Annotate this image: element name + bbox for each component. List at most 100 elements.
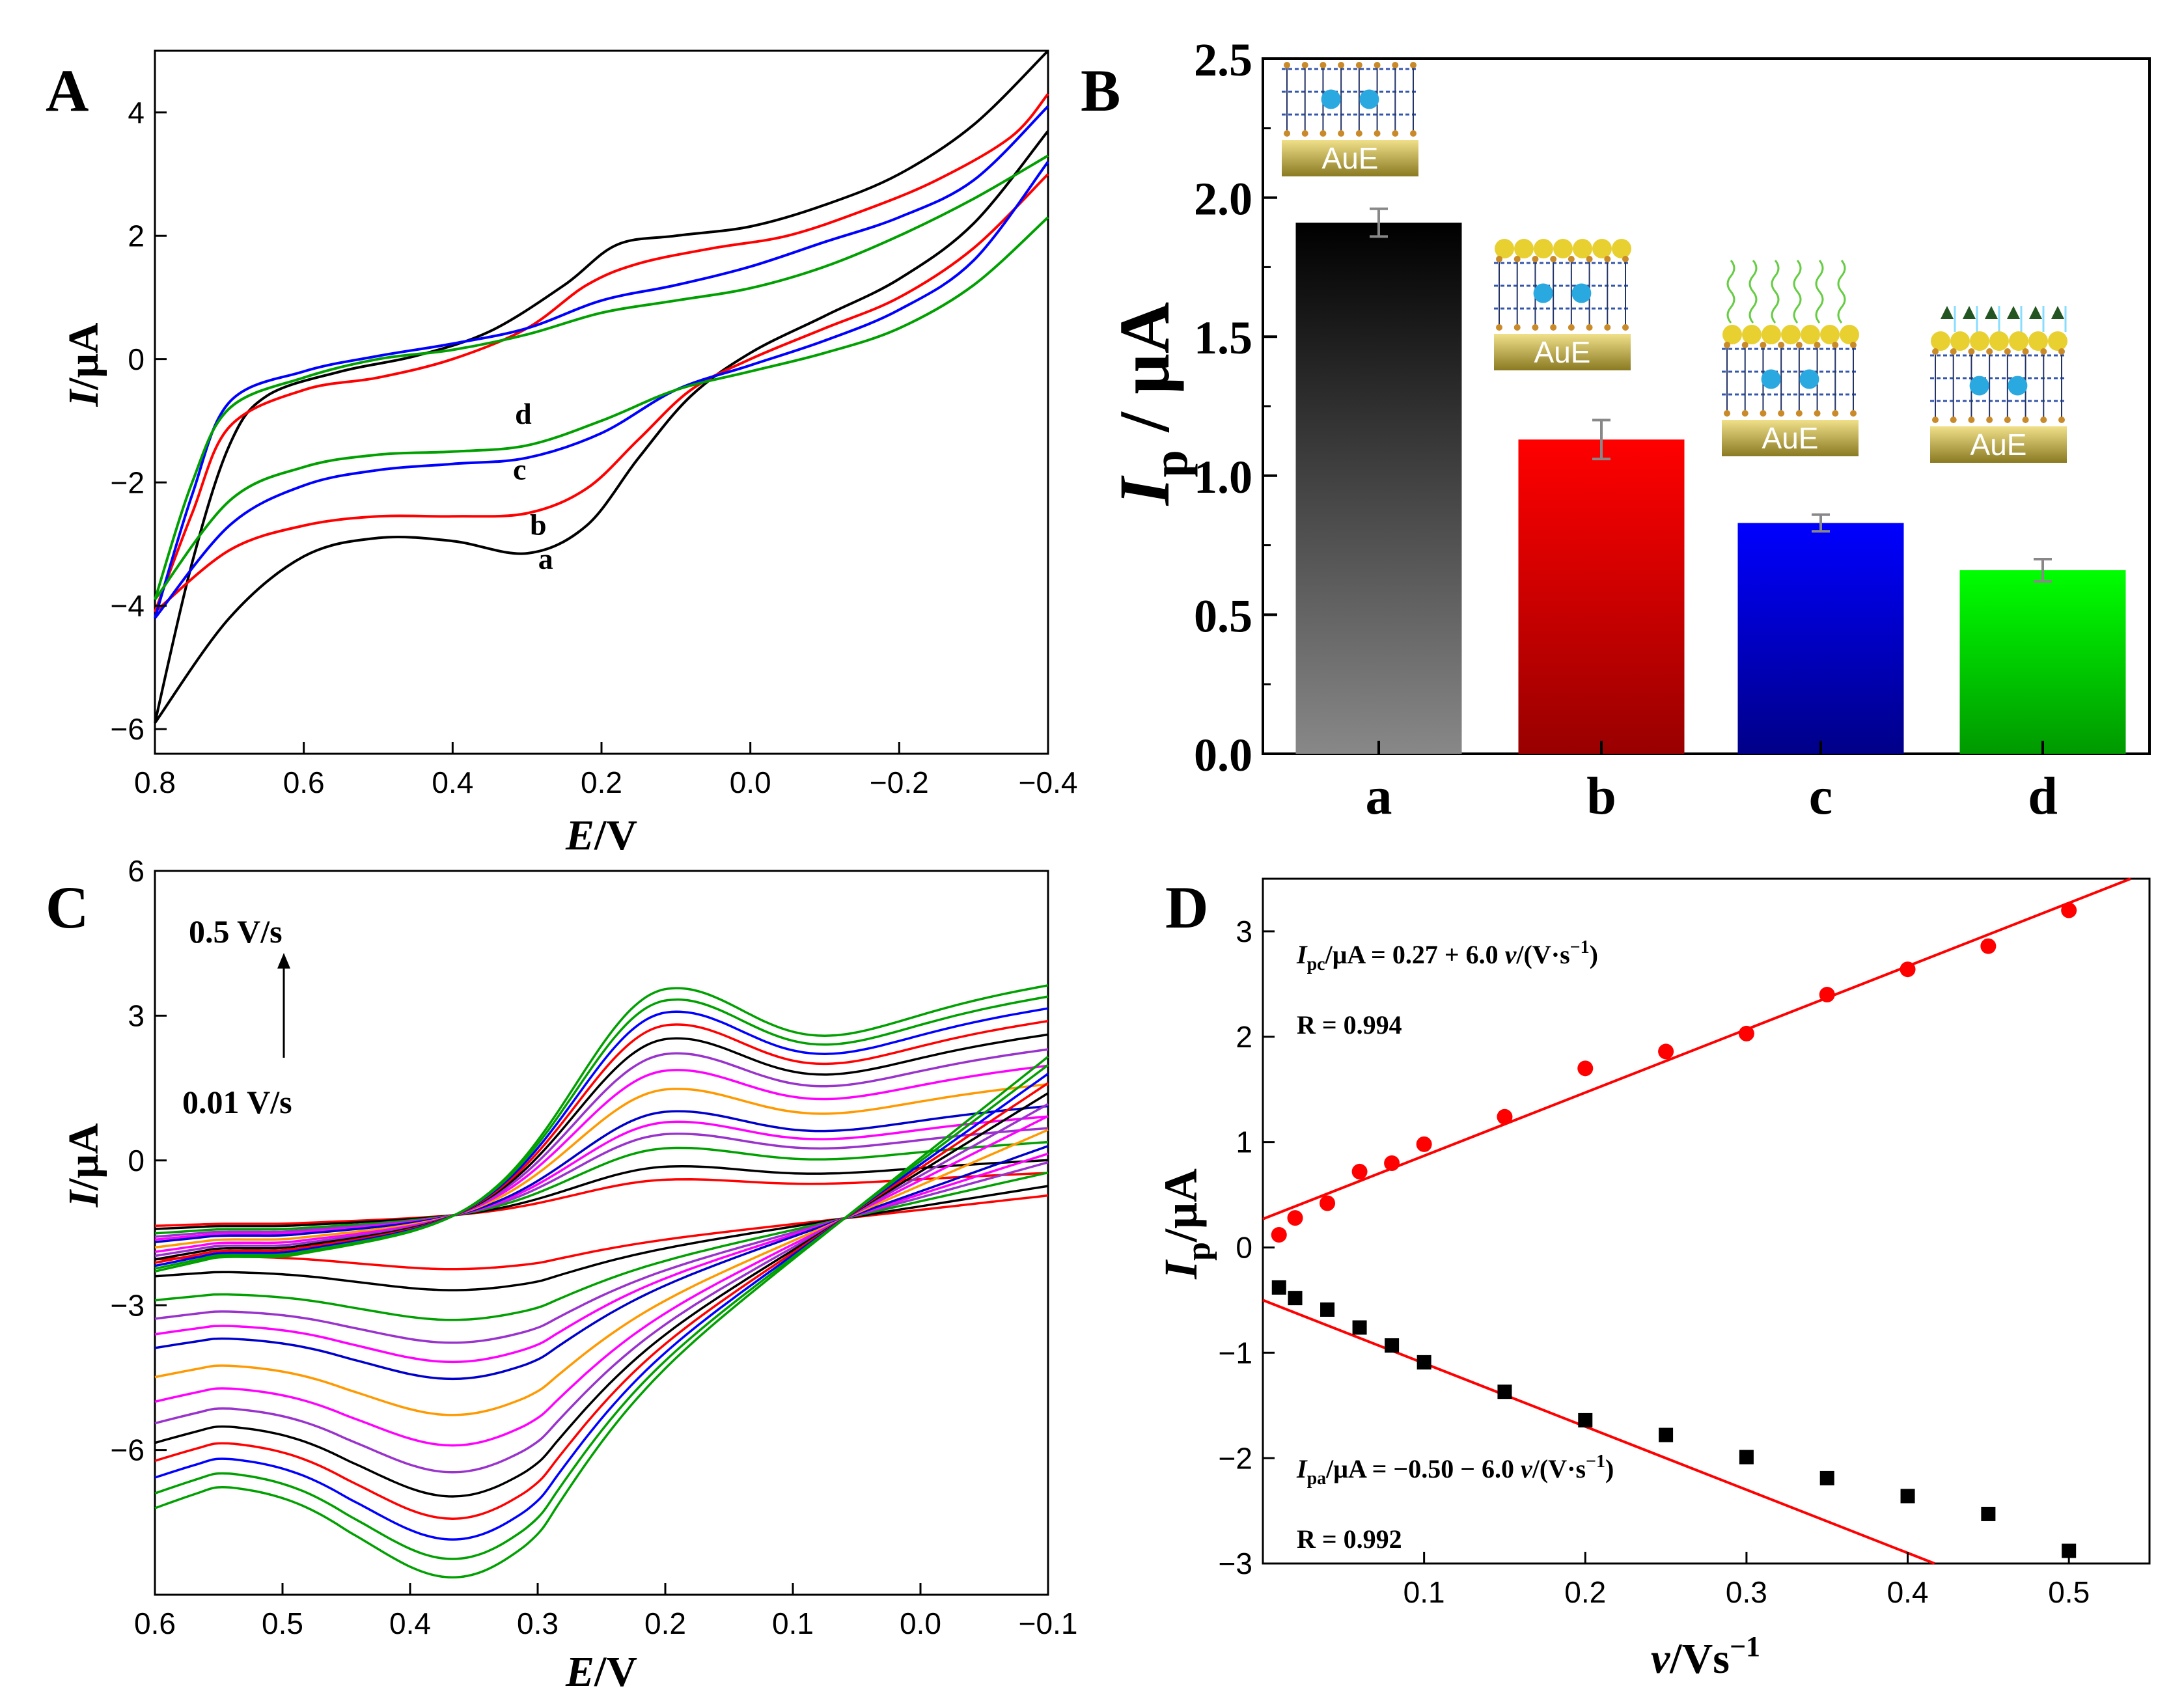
- panel-b-mof-linker-dot: [1932, 348, 1939, 355]
- panel-c-annotation-bottom: 0.01 V/s: [182, 1084, 292, 1120]
- panel-d-x-tick-label: 0.3: [1726, 1575, 1767, 1609]
- panel-b-mof-linker-dot: [1532, 256, 1539, 262]
- panel-a-y-tick-label: 4: [128, 96, 145, 130]
- panel-b-target-icon: [2029, 306, 2042, 319]
- panel-d-y-tick-label: 3: [1236, 915, 1252, 948]
- panel-b-mof-linker-dot: [1568, 324, 1575, 331]
- panel-d-point-Ipa: [1659, 1427, 1674, 1442]
- panel-d-point-Ipa: [1497, 1384, 1512, 1399]
- panel-c-curve-forward-0.06: [154, 1127, 1049, 1238]
- panel-b-aunp-icon: [1801, 325, 1820, 344]
- panel-b-mof-linker-dot: [1496, 324, 1502, 331]
- panel-b-mof-linker-dot: [1550, 256, 1557, 262]
- panel-d-r1: R = 0.994: [1297, 1010, 1402, 1040]
- panel-b-mof-linker-dot: [1284, 130, 1290, 137]
- panel-b-mof-linker-dot: [1850, 410, 1857, 417]
- panel-b-mof-linker-dot: [1338, 62, 1345, 68]
- panel-d-x-tick-label: 0.1: [1403, 1575, 1445, 1609]
- panel-b-y-tick-label: 2.5: [1194, 34, 1252, 86]
- panel-b-y-tick-label: 1.0: [1194, 451, 1252, 503]
- panel-b-mof-linker-dot: [1724, 410, 1730, 417]
- panel-b-mof-linker-dot: [1795, 410, 1803, 417]
- panel-c-x-tick-label: 0.3: [517, 1606, 559, 1640]
- panel-b-electrode-icon-d: AuE: [1930, 306, 2067, 463]
- panel-d-point-Ipc: [1287, 1210, 1303, 1226]
- panel-b-mof-linker-dot: [1832, 342, 1839, 348]
- panel-d-point-Ipc: [2061, 902, 2077, 918]
- panel-b-mof-linker-dot: [1986, 348, 1993, 355]
- panel-a-y-tick-label: 2: [128, 219, 145, 253]
- panel-d-point-Ipa: [1819, 1470, 1834, 1485]
- panel-c-curve-reverse-0.4: [154, 1073, 1049, 1541]
- panel-b-mof-metal-node: [1761, 369, 1781, 389]
- panel-c-curve-reverse-0.06: [154, 1161, 1049, 1344]
- panel-d-point-Ipc: [1577, 1060, 1594, 1077]
- panel-d-point-Ipc: [1384, 1155, 1400, 1171]
- panel-d-y-tick-label: −2: [1219, 1441, 1252, 1475]
- panel-c-y-tick-label: 3: [128, 999, 145, 1033]
- panel-c-curve-forward-0.1: [154, 1105, 1049, 1243]
- panel-b-electrode-label: AuE: [1534, 335, 1591, 369]
- panel-b-electrode-label: AuE: [1762, 421, 1819, 455]
- panel-c-curve-reverse-0.04: [154, 1171, 1049, 1321]
- panel-b-mof-linker-dot: [1392, 130, 1399, 137]
- panel-a-curve-d-forward: [154, 154, 1049, 600]
- panel-d-point-Ipc: [1351, 1163, 1368, 1179]
- panel-b-y-tick-label: 0.0: [1194, 729, 1252, 781]
- panel-b-mof-linker-dot: [1832, 410, 1839, 417]
- panel-b-electrode-label: AuE: [1322, 141, 1379, 175]
- panel-d-x-tick-label: 0.5: [2048, 1575, 2090, 1609]
- panel-c-y-tick-label: 0: [128, 1144, 145, 1178]
- panel-a-x-tick-label: −0.4: [1019, 765, 1078, 799]
- panel-b-mof-linker-dot: [2040, 417, 2047, 423]
- panel-a-y-tick-label: −4: [111, 589, 145, 623]
- panel-b-mof-linker-dot: [1586, 256, 1593, 262]
- panel-b-aunp-icon: [1495, 239, 1514, 258]
- panel-c-cv-scan-rate-chart: 0.6 0.5 0.4 0.3 0.2 0.1 0.0 −0.1 6 3 0 −3 −6 0.5 V/s…: [60, 854, 1077, 1696]
- panel-b-bar-a: [1295, 223, 1462, 754]
- panel-b-mof-linker-dot: [2040, 348, 2047, 355]
- panel-b-mof-linker-dot: [1604, 324, 1611, 331]
- panel-d-y-axis-label: Ip/μA: [1155, 1168, 1217, 1280]
- panel-b-aunp-icon: [1931, 331, 1950, 351]
- panel-c-curve-reverse-0.25: [154, 1103, 1049, 1474]
- panel-b-mof-linker-dot: [1850, 342, 1857, 348]
- panel-b-dna-strand-icon: [1726, 260, 1735, 324]
- panel-b-dna-strand-icon: [1771, 260, 1780, 324]
- panel-c-curve-forward-0.2: [154, 1064, 1049, 1254]
- panel-d-scatter-chart: 0.1 0.2 0.3 0.4 0.5 3 2 1 0 −1 −2 −3 Ipc/μA = 0.27 …: [1155, 877, 2151, 1683]
- panel-c-curve-forward-0.45: [154, 995, 1049, 1270]
- panel-b-aunp-icon: [1612, 239, 1631, 258]
- panel-a-curve-c-forward: [154, 105, 1049, 619]
- panel-b-y-axis-label: Ip / μA: [1105, 302, 1198, 506]
- panel-d-point-Ipc: [1738, 1025, 1754, 1041]
- panel-d-y-tick-label: −3: [1219, 1547, 1252, 1580]
- panel-a-curve-label-d: d: [515, 397, 532, 430]
- panel-b-target-icon: [2007, 306, 2020, 319]
- panel-b-mof-linker-dot: [1950, 417, 1957, 423]
- panel-c-curve-reverse-0.5: [154, 1056, 1049, 1579]
- panel-c-curve-forward-0.15: [154, 1082, 1049, 1249]
- panel-b-mof-linker-dot: [1374, 62, 1381, 68]
- panel-b-dna-strand-icon: [1837, 260, 1846, 324]
- panel-b-mof-linker-dot: [1284, 62, 1290, 68]
- panel-d-point-Ipc: [1271, 1227, 1287, 1243]
- panel-b-mof-linker-dot: [1532, 324, 1539, 331]
- panel-b-target-icon: [1963, 306, 1976, 319]
- panel-d-point-Ipa: [1352, 1320, 1367, 1335]
- panel-c-y-tick-label: −6: [111, 1433, 145, 1467]
- panel-b-mof-metal-node: [1571, 283, 1592, 303]
- panel-c-curve-forward-0.25: [154, 1048, 1049, 1258]
- panel-b-mof-linker-dot: [1320, 130, 1327, 137]
- panel-b-bar-chart: a b c d 0.0 0.5 1.0 1.5 2.0 2.5 AuE AuE AuE AuE Ip …: [1105, 34, 2151, 825]
- panel-b-aunp-icon: [1514, 239, 1534, 258]
- panel-c-curve-forward-0.3: [154, 1033, 1049, 1261]
- panel-b-bar-d: [1959, 570, 2126, 754]
- panel-b-mof-linker-dot: [1392, 62, 1399, 68]
- panel-b-mof-linker-dot: [1514, 256, 1521, 262]
- panel-c-x-tick-label: 0.1: [772, 1606, 814, 1640]
- panel-d-y-tick-label: 1: [1236, 1125, 1252, 1159]
- panel-b-mof-linker-dot: [1741, 342, 1749, 348]
- panel-c-curve-reverse-0.02: [154, 1185, 1049, 1291]
- panel-b-mof-metal-node: [1799, 369, 1819, 389]
